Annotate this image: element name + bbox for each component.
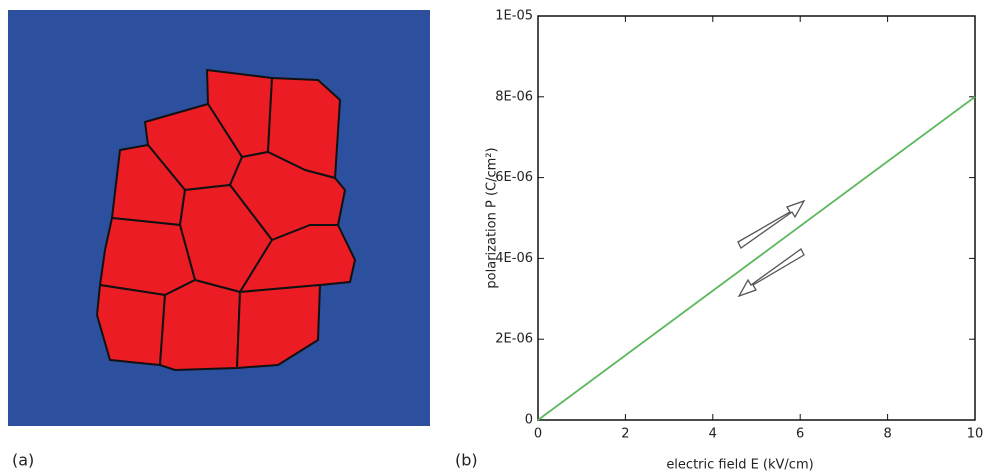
x-tick-label: 0 [534,427,542,442]
x-axis-label: electric field E (kV/cm) [666,458,813,473]
figure: (a) (b) electric field E (kV/cm) polariz… [0,0,992,476]
grain-image [8,10,430,426]
grain [97,285,165,365]
arrow [738,201,804,248]
y-tick-label: 6E-06 [495,170,533,185]
data-line [538,97,975,420]
panel-label: (b) [455,451,478,470]
y-tick-label: 2E-06 [495,332,533,347]
plot-frame [538,16,975,420]
y-tick-label: 0 [525,413,533,428]
grain [100,218,195,295]
y-tick-label: 8E-06 [495,89,533,104]
x-tick-label: 4 [709,427,717,442]
x-tick-label: 8 [883,427,891,442]
x-tick-label: 10 [967,427,984,442]
x-tick-label: 6 [796,427,804,442]
y-axis-label: polarization P (C/cm²) [485,147,500,288]
arrow [739,249,804,296]
x-tick-label: 2 [621,427,629,442]
grain [160,280,240,370]
panel-label: (a) [12,451,34,470]
y-tick-label: 1E-05 [495,9,533,24]
y-tick-label: 4E-06 [495,251,533,266]
